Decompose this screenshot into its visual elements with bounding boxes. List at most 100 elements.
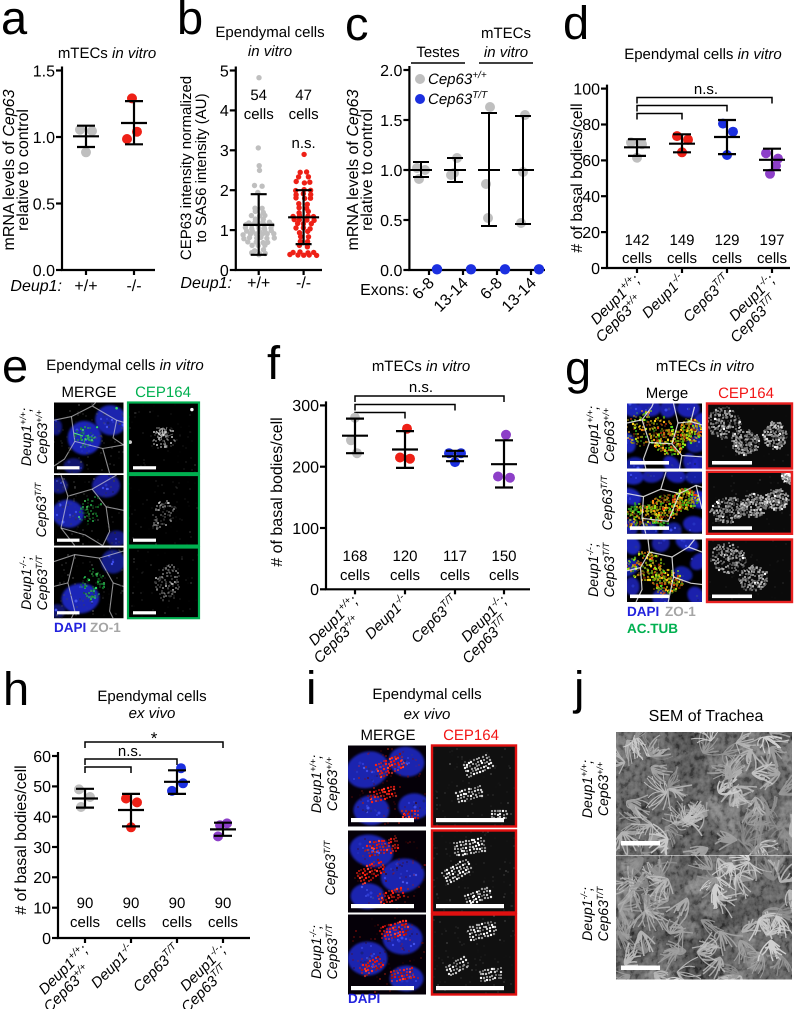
svg-text:4: 4 <box>220 103 229 120</box>
svg-text:Cep63+/+​: Cep63+/+​ <box>601 408 617 462</box>
svg-text:cells: cells <box>162 914 192 931</box>
svg-text:AC.TUB: AC.TUB <box>627 621 678 636</box>
svg-text:b: b <box>177 0 203 44</box>
svg-text:Deup1-/-​;: Deup1-/-​; <box>308 925 324 979</box>
svg-text:90: 90 <box>77 895 94 912</box>
svg-text:n.s.: n.s. <box>292 135 316 152</box>
svg-text:cells: cells <box>390 567 420 584</box>
svg-text:-/-: -/- <box>296 275 311 292</box>
svg-text:150: 150 <box>491 548 516 565</box>
svg-text:-/-: -/- <box>126 278 141 295</box>
svg-text:0: 0 <box>220 263 229 280</box>
svg-text:Ependymal cells: Ependymal cells <box>97 688 206 705</box>
svg-text:90: 90 <box>169 895 186 912</box>
svg-text:Deup1+/+​;: Deup1+/+​; <box>18 408 34 466</box>
svg-text:# of basal bodies/cell: # of basal bodies/cell <box>13 765 30 914</box>
svg-text:cells: cells <box>440 567 470 584</box>
svg-text:40: 40 <box>33 809 51 826</box>
svg-text:Deup1-/-​;: Deup1-/-​; <box>579 887 595 941</box>
svg-text:i: i <box>306 661 316 714</box>
svg-text:117: 117 <box>443 548 467 565</box>
svg-text:Cep63T/T​: Cep63T/T​ <box>428 90 488 108</box>
svg-text:60: 60 <box>582 153 600 170</box>
svg-text:54: 54 <box>250 87 267 104</box>
svg-text:mTECs in vitro: mTECs in vitro <box>656 358 754 375</box>
svg-text:+/+: +/+ <box>74 278 97 295</box>
svg-text:Cep63+/+​: Cep63+/+​ <box>595 762 611 816</box>
svg-text:mTECs in vitro: mTECs in vitro <box>372 358 470 375</box>
svg-text:ex vivo: ex vivo <box>129 705 176 722</box>
svg-text:n.s.: n.s. <box>118 743 142 760</box>
svg-text:168: 168 <box>342 548 367 565</box>
svg-text:197: 197 <box>759 232 784 249</box>
svg-text:Deup1:: Deup1: <box>180 275 232 292</box>
svg-text:in vitro: in vitro <box>248 43 292 60</box>
svg-text:1.5: 1.5 <box>33 63 55 80</box>
svg-text:DAPI: DAPI <box>348 991 380 1006</box>
svg-text:Merge: Merge <box>646 385 689 402</box>
svg-text:mTECs in vitro: mTECs in vitro <box>58 45 156 62</box>
svg-text:142: 142 <box>624 232 649 249</box>
svg-text:f: f <box>267 336 281 389</box>
svg-text:ex vivo: ex vivo <box>404 706 451 723</box>
svg-text:DAPI: DAPI <box>627 604 659 619</box>
svg-text:MERGE: MERGE <box>61 384 116 401</box>
svg-text:5: 5 <box>220 63 229 80</box>
svg-text:200: 200 <box>292 460 319 477</box>
svg-text:Cep63+/+​: Cep63+/+​ <box>428 70 487 88</box>
svg-text:cells: cells <box>289 106 319 123</box>
svg-text:mRNA levels of Cep63: mRNA levels of Cep63 <box>1 89 18 250</box>
svg-text:10: 10 <box>33 900 51 917</box>
svg-text:50: 50 <box>33 779 51 796</box>
svg-text:Cep63T/T​: Cep63T/T​ <box>33 481 49 537</box>
svg-text:Cep63+/+​: Cep63+/+​ <box>324 757 340 811</box>
svg-text:d: d <box>563 0 589 49</box>
svg-text:100: 100 <box>292 521 319 538</box>
svg-text:Testes: Testes <box>416 44 459 61</box>
svg-text:cells: cells <box>340 567 370 584</box>
svg-text:0.0: 0.0 <box>380 263 402 280</box>
svg-text:relative to control: relative to control <box>359 109 376 231</box>
svg-text:0: 0 <box>310 582 319 599</box>
svg-text:mTECs: mTECs <box>481 25 531 42</box>
svg-text:CEP164: CEP164 <box>443 727 499 744</box>
svg-text:c: c <box>345 0 369 50</box>
svg-text:Deup1-/-​;: Deup1-/-​; <box>18 556 34 610</box>
svg-text:# of basal bodies/cell: # of basal bodies/cell <box>569 103 586 252</box>
svg-text:20: 20 <box>582 225 600 242</box>
svg-text:Deup1+/+​;: Deup1+/+​; <box>585 406 601 464</box>
svg-text:3: 3 <box>220 143 229 160</box>
svg-text:CEP63 intensity normalized: CEP63 intensity normalized <box>178 76 195 260</box>
svg-text:Ependymal cells in vitro: Ependymal cells in vitro <box>46 357 204 374</box>
svg-text:Cep63T/T​: Cep63T/T​ <box>324 923 340 979</box>
svg-text:80: 80 <box>582 117 600 134</box>
svg-text:1.0: 1.0 <box>380 163 402 180</box>
svg-text:20: 20 <box>33 870 51 887</box>
svg-text:+/+: +/+ <box>247 275 270 292</box>
svg-text:Cep63+/+​: Cep63+/+​ <box>34 410 50 464</box>
svg-text:mRNA levels of Cep63: mRNA levels of Cep63 <box>345 89 362 250</box>
svg-text:cells: cells <box>667 250 697 267</box>
svg-text:90: 90 <box>215 895 232 912</box>
svg-text:300: 300 <box>292 398 319 415</box>
svg-text:n.s.: n.s. <box>694 81 718 98</box>
svg-text:1.0: 1.0 <box>33 130 55 147</box>
svg-text:Ependymal cells: Ependymal cells <box>372 686 481 703</box>
svg-text:2.0: 2.0 <box>380 63 402 80</box>
svg-text:0.5: 0.5 <box>380 213 402 230</box>
svg-text:cells: cells <box>244 106 274 123</box>
svg-text:h: h <box>3 662 29 715</box>
svg-text:Deup1:: Deup1: <box>10 278 62 295</box>
svg-text:Exons:: Exons: <box>360 282 409 299</box>
svg-text:0: 0 <box>591 261 600 278</box>
svg-text:CEP164: CEP164 <box>718 385 774 402</box>
svg-text:# of basal bodies/cell: # of basal bodies/cell <box>269 417 286 566</box>
svg-text:Deup1+/+​;: Deup1+/+​; <box>308 755 324 813</box>
svg-text:149: 149 <box>669 232 694 249</box>
svg-text:0.0: 0.0 <box>33 263 55 280</box>
svg-text:2: 2 <box>220 183 229 200</box>
svg-text:Cep63T/T​: Cep63T/T​ <box>601 541 617 597</box>
svg-text:e: e <box>2 339 28 392</box>
svg-text:SEM of Trachea: SEM of Trachea <box>649 708 764 725</box>
svg-text:cells: cells <box>622 250 652 267</box>
